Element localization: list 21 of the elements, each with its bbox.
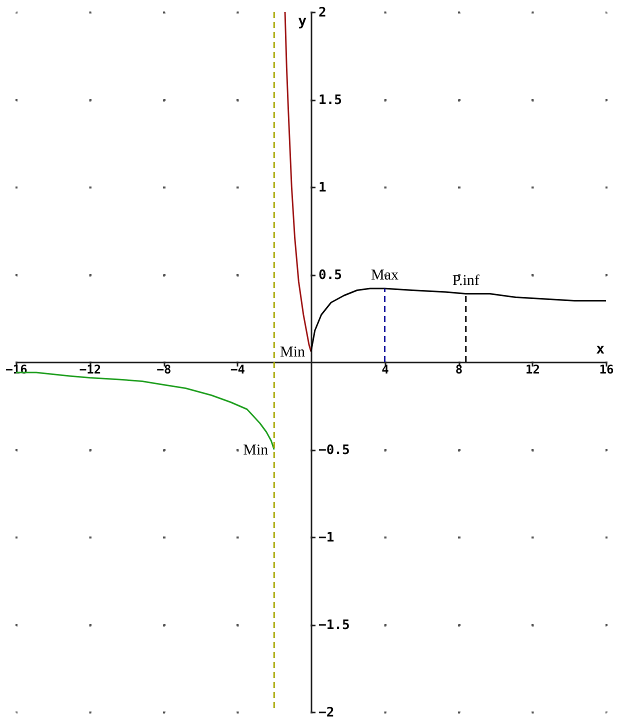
y-tick-label: 2 bbox=[318, 6, 326, 20]
x-tick-label: −8 bbox=[156, 362, 172, 376]
y-tick-label: −0.5 bbox=[318, 443, 350, 458]
y-axis-title: y bbox=[298, 14, 308, 30]
x-tick-label: 12 bbox=[526, 362, 540, 376]
x-tick-label: 4 bbox=[382, 362, 389, 376]
x-tick-label: 16 bbox=[599, 362, 614, 376]
x-tick-label: −12 bbox=[79, 362, 102, 376]
y-tick-label: −1.5 bbox=[318, 618, 350, 633]
x-axis-title: x bbox=[596, 342, 606, 358]
y-tick-label: −1 bbox=[318, 530, 334, 546]
y-tick-label: −2 bbox=[318, 706, 334, 720]
annotation: P.inf bbox=[452, 272, 480, 289]
x-tick-label: 8 bbox=[455, 362, 463, 376]
annotation: Min bbox=[243, 442, 269, 458]
x-tick-label: −4 bbox=[230, 362, 245, 376]
annotation: Min bbox=[280, 344, 306, 360]
y-tick-label: 1.5 bbox=[318, 93, 342, 108]
annotation: Max bbox=[371, 268, 399, 284]
y-tick-label: 0.5 bbox=[318, 268, 342, 283]
y-tick-label: 1 bbox=[318, 180, 326, 196]
